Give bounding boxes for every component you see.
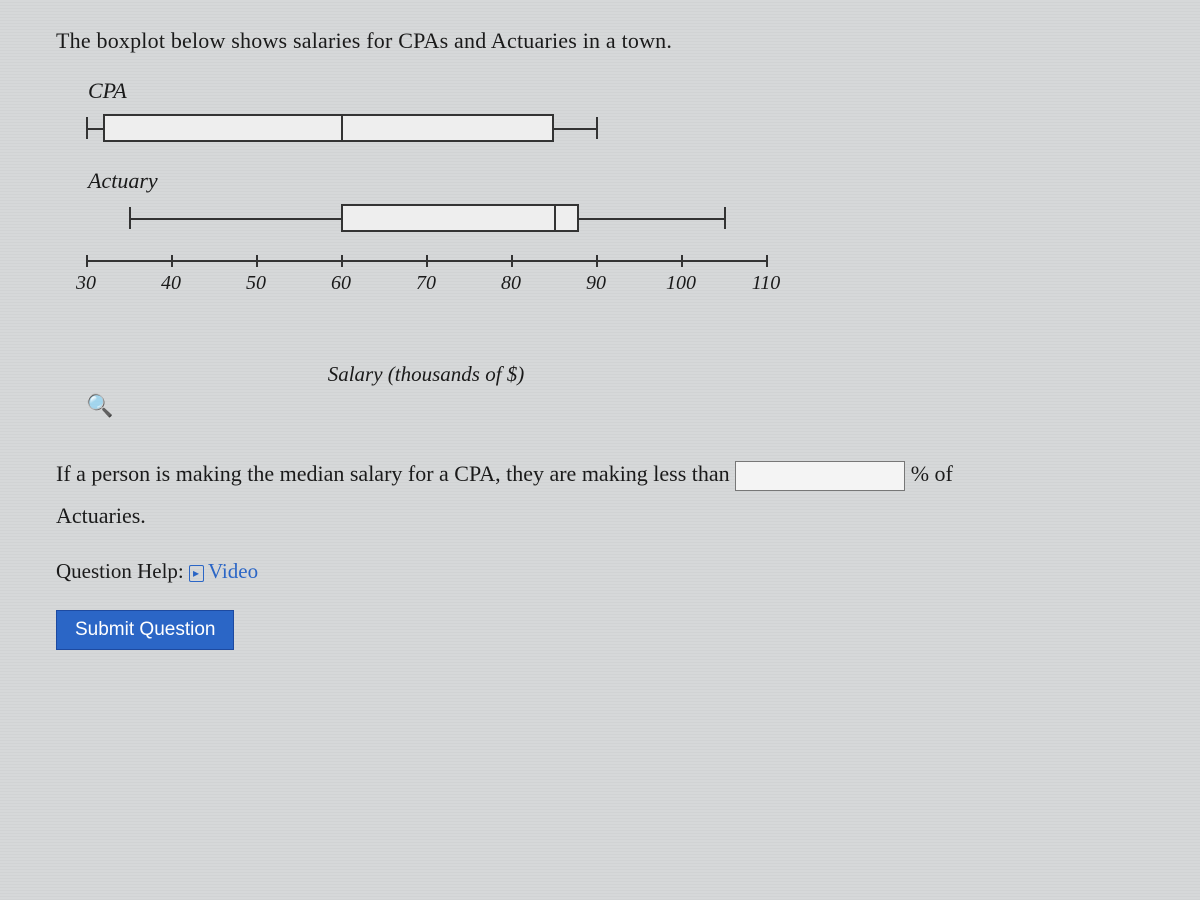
question-line2: Actuaries.: [56, 503, 146, 528]
question-before-input: If a person is making the median salary …: [56, 461, 730, 486]
play-icon: ▸: [189, 565, 204, 582]
boxplot-actuary: [86, 196, 766, 240]
axis-tick-label: 110: [752, 272, 781, 295]
series-label-actuary: Actuary: [88, 168, 766, 194]
question-intro: The boxplot below shows salaries for CPA…: [56, 28, 1152, 54]
boxplot-cpa: [86, 106, 766, 150]
axis-tick-label: 60: [331, 272, 351, 295]
axis-tick-label: 50: [246, 272, 266, 295]
magnifier-icon[interactable]: 🔍: [86, 393, 726, 419]
question-text: If a person is making the median salary …: [56, 453, 1152, 537]
axis-tick-label: 70: [416, 272, 436, 295]
answer-input[interactable]: [735, 461, 905, 491]
video-help-link[interactable]: ▸Video: [189, 559, 258, 583]
question-help-label: Question Help:: [56, 559, 184, 583]
series-label-cpa: CPA: [88, 78, 766, 104]
video-help-text: Video: [208, 559, 258, 583]
question-help: Question Help: ▸Video: [56, 559, 1152, 584]
axis-tick-label: 80: [501, 272, 521, 295]
question-after-input: % of: [911, 461, 953, 486]
axis-tick-label: 100: [666, 272, 696, 295]
axis-tick-label: 30: [76, 272, 96, 295]
submit-button[interactable]: Submit Question: [56, 610, 234, 650]
boxplot-panel: CPA Actuary 30405060708090100110 Salary …: [86, 78, 766, 419]
x-axis-title: Salary (thousands of $): [86, 362, 766, 387]
axis-tick-label: 90: [586, 272, 606, 295]
x-axis: 30405060708090100110: [86, 260, 766, 320]
axis-tick-label: 40: [161, 272, 181, 295]
